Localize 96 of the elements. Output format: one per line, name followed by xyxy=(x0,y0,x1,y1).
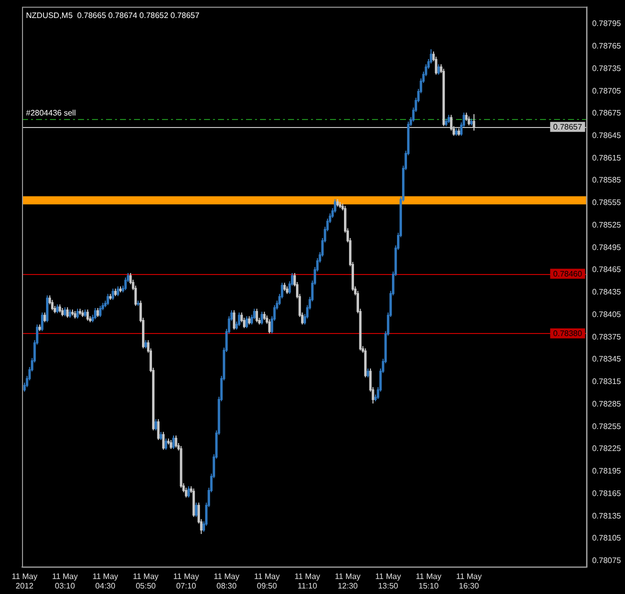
x-tick-label: 11 May 07:10 xyxy=(173,572,199,590)
y-tick-label: 0.78765 xyxy=(592,42,622,51)
x-tick-label: 11 May 09:50 xyxy=(254,572,280,590)
candlestick xyxy=(366,368,370,378)
candlestick xyxy=(136,300,140,306)
y-tick-label: 0.78465 xyxy=(592,265,622,274)
candlestick xyxy=(66,307,69,318)
y-tick-label: 0.78165 xyxy=(592,488,622,498)
candlestick xyxy=(283,282,286,291)
y-tick-label: 0.78105 xyxy=(592,534,622,543)
candlestick xyxy=(112,288,114,300)
y-tick-label: 0.78705 xyxy=(592,86,622,96)
x-tick-label: 11 May 15:10 xyxy=(416,572,442,590)
candlestick xyxy=(58,304,62,313)
y-tick-label: 0.78405 xyxy=(592,310,622,319)
candlestick xyxy=(364,348,367,378)
candlestick xyxy=(109,294,112,300)
candlestick xyxy=(192,488,195,517)
candlestick xyxy=(164,438,168,450)
candlestick xyxy=(248,316,250,324)
candlestick xyxy=(187,486,190,498)
candlestick xyxy=(180,446,182,488)
candlestick xyxy=(94,308,96,320)
candlestick xyxy=(99,306,102,317)
candlestick xyxy=(106,294,110,306)
x-tick-label: 11 May 08:30 xyxy=(214,572,240,590)
candlestick xyxy=(64,307,66,316)
candlestick xyxy=(338,202,342,208)
candlestick xyxy=(51,300,54,310)
candlestick xyxy=(44,312,46,322)
candlestick xyxy=(61,308,64,316)
y-tick-label: 0.78645 xyxy=(592,131,622,140)
candlestick xyxy=(144,340,147,348)
candlestick xyxy=(56,304,59,314)
candlestick xyxy=(84,310,86,317)
x-tick-label: 11 May 04:30 xyxy=(92,572,118,590)
candlestick xyxy=(162,432,165,450)
candlestick xyxy=(268,319,271,334)
candlestick xyxy=(184,488,188,498)
y-tick-label: 0.78555 xyxy=(592,198,622,208)
candlestick xyxy=(195,502,198,517)
y-tick-label: 0.78225 xyxy=(592,444,622,454)
y-tick-label: 0.78675 xyxy=(592,108,622,118)
candlestick xyxy=(444,118,448,126)
candlestick xyxy=(78,308,82,315)
candlestick xyxy=(455,128,458,136)
y-tick-label: 0.78495 xyxy=(592,242,622,252)
candlestick xyxy=(116,286,120,296)
y-tick-label: 0.78615 xyxy=(592,153,622,162)
candlestick xyxy=(154,419,158,430)
ref-line-label: 0.78380 xyxy=(553,329,583,338)
candlestick xyxy=(81,310,84,317)
x-tick-label: 11 May 12:30 xyxy=(334,572,361,590)
ref-line-label: 0.78657 xyxy=(553,122,583,132)
candlestick xyxy=(157,419,160,440)
candlestick xyxy=(46,295,48,322)
y-tick-label: 0.78195 xyxy=(592,466,622,476)
candlestick xyxy=(38,324,41,332)
candlestick xyxy=(260,312,264,324)
y-tick-label: 0.78795 xyxy=(592,19,622,28)
y-tick-label: 0.78075 xyxy=(592,556,622,566)
ref-line-label: #2804436 sell xyxy=(26,108,76,118)
ref-line-label: 0.78460 xyxy=(553,269,583,278)
candlestick xyxy=(238,312,240,326)
y-tick-label: 0.78345 xyxy=(592,354,622,364)
candlestick xyxy=(96,308,99,317)
candlestick xyxy=(246,316,248,328)
candlestick xyxy=(86,310,89,321)
candlestick xyxy=(232,310,236,330)
y-tick-label: 0.78435 xyxy=(592,288,622,297)
y-tick-label: 0.78285 xyxy=(592,399,622,408)
candlestick xyxy=(167,438,170,445)
candlestick xyxy=(470,118,473,126)
candlestick xyxy=(263,312,266,320)
y-tick-label: 0.78375 xyxy=(592,332,622,342)
candlestick xyxy=(336,199,339,207)
y-tick-label: 0.78315 xyxy=(592,377,622,386)
y-tick-label: 0.78735 xyxy=(592,64,622,73)
x-tick-label: 11 May 16:30 xyxy=(456,572,482,590)
y-tick-label: 0.78525 xyxy=(592,220,622,230)
y-tick-label: 0.78585 xyxy=(592,176,622,185)
candlestick xyxy=(256,308,258,322)
x-tick-label: 11 May 03:10 xyxy=(52,572,78,590)
candlestick xyxy=(437,64,440,75)
candlestick xyxy=(160,432,162,440)
y-tick-label: 0.78255 xyxy=(592,422,622,431)
y-tick-label: 0.78135 xyxy=(592,511,622,520)
candlestick xyxy=(286,286,288,294)
text: NZDUSD,M5 0.78665 0.78674 0.78652 0.78657 xyxy=(26,11,200,20)
x-tick-label: 11 May 2012 xyxy=(12,572,38,590)
x-tick-label: 11 May 05:50 xyxy=(132,572,159,590)
candlestick xyxy=(448,114,450,124)
x-tick-label: 11 May 11:10 xyxy=(294,572,320,590)
x-tick-label: 11 May 13:50 xyxy=(375,572,401,590)
candlestick xyxy=(41,312,44,332)
candlestick xyxy=(114,288,117,296)
